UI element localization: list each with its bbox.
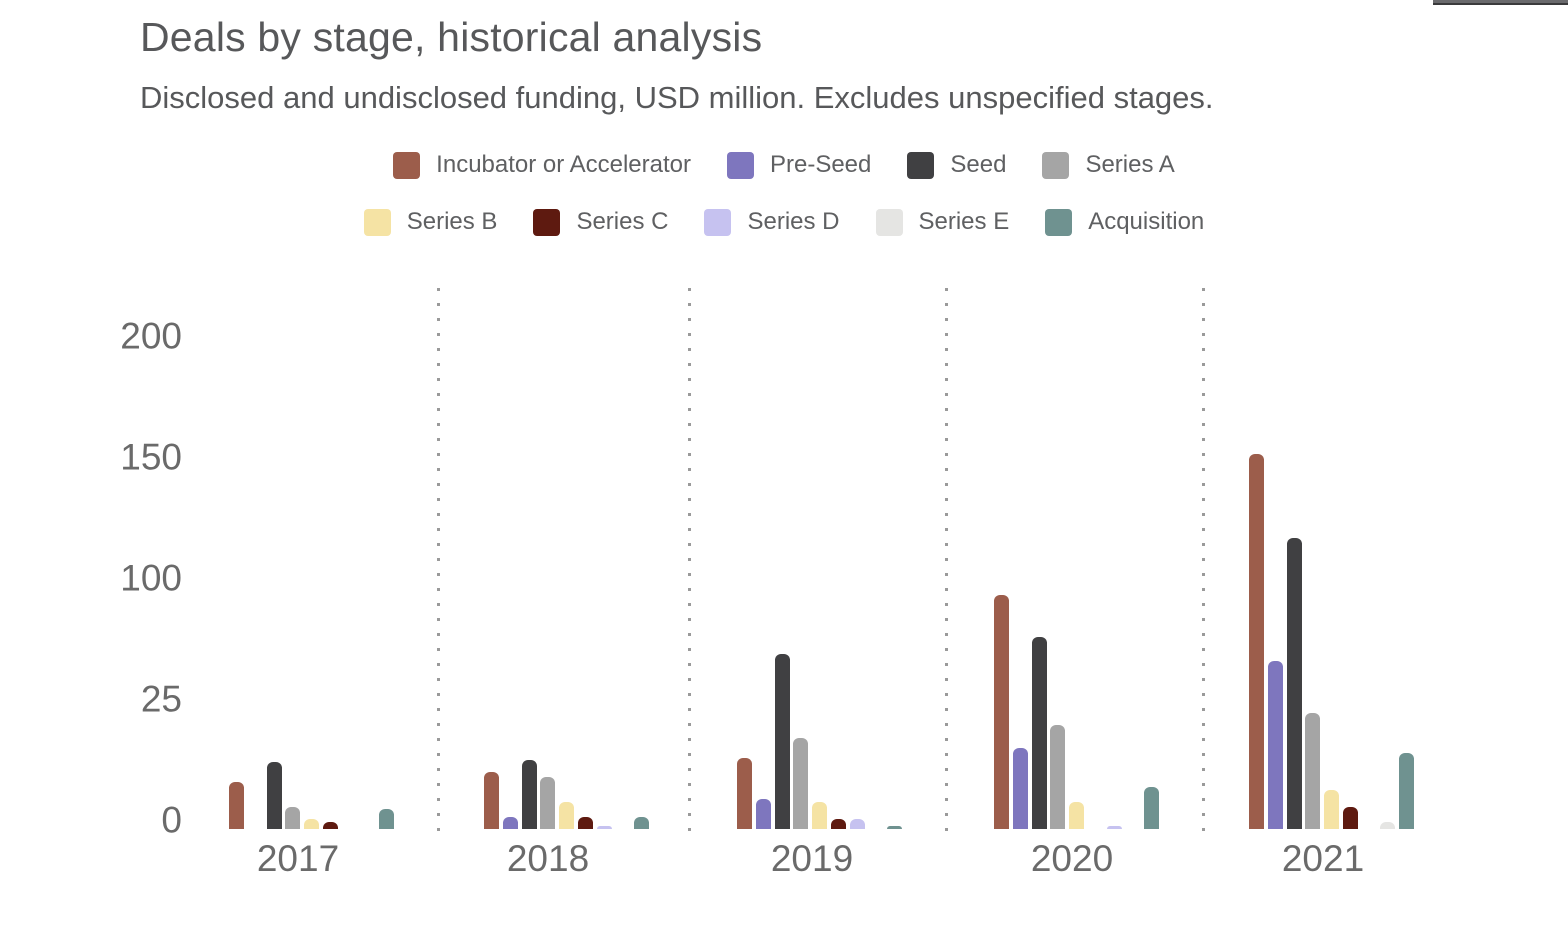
legend-item-incubator-or-accelerator[interactable]: Incubator or Accelerator — [393, 151, 691, 179]
legend-row-1: Incubator or Accelerator Pre-Seed Seed Seri… — [393, 151, 1175, 179]
bar-pre-seed-2021[interactable] — [1268, 661, 1283, 829]
legend-swatch-series-e — [875, 208, 903, 236]
y-axis-tick-25: 25 — [140, 678, 182, 720]
bar-seed-2021[interactable] — [1287, 538, 1302, 829]
bar-acquisition-2019[interactable] — [887, 826, 902, 829]
bar-series-a-2017[interactable] — [285, 807, 300, 829]
group-separator-4 — [1202, 288, 1205, 834]
legend-item-acquisition[interactable]: Acquisition — [1045, 208, 1204, 236]
group-separator-1 — [437, 288, 440, 834]
legend-label-series-b: Series B — [406, 208, 498, 235]
bar-incubator-or-accelerator-2018[interactable] — [484, 772, 499, 829]
bar-acquisition-2017[interactable] — [379, 809, 394, 829]
legend-item-series-a[interactable]: Series A — [1042, 151, 1175, 179]
legend-label-incubator-or-accelerator: Incubator or Accelerator — [436, 151, 691, 178]
legend-label-acquisition: Acquisition — [1088, 208, 1205, 235]
legend-swatch-series-c — [533, 208, 561, 236]
bar-acquisition-2018[interactable] — [634, 817, 649, 829]
legend-swatch-seed — [907, 151, 935, 179]
legend-swatch-series-d — [704, 208, 732, 236]
bar-series-b-2017[interactable] — [304, 819, 319, 829]
bar-series-a-2019[interactable] — [793, 738, 808, 829]
legend-label-series-d: Series D — [747, 208, 840, 235]
y-axis-tick-150: 150 — [120, 436, 182, 478]
bar-pre-seed-2020[interactable] — [1013, 748, 1028, 829]
legend-swatch-series-b — [363, 208, 391, 236]
legend-label-series-c: Series C — [576, 208, 669, 235]
window-edge-strip — [1433, 0, 1568, 5]
x-axis-label-2017: 2017 — [256, 838, 340, 879]
bar-pre-seed-2019[interactable] — [756, 799, 771, 829]
legend-item-series-c[interactable]: Series C — [533, 208, 668, 236]
bar-pre-seed-2018[interactable] — [503, 817, 518, 829]
bar-seed-2019[interactable] — [775, 654, 790, 829]
legend-row-2: Series B Series C Series D Series E Acquisit… — [363, 208, 1204, 236]
x-axis-label-2020: 2020 — [1030, 838, 1114, 879]
bar-incubator-or-accelerator-2021[interactable] — [1249, 454, 1264, 829]
bar-series-b-2018[interactable] — [559, 802, 574, 829]
bar-seed-2018[interactable] — [522, 760, 537, 829]
legend-item-pre-seed[interactable]: Pre-Seed — [726, 151, 872, 179]
legend-swatch-acquisition — [1045, 208, 1073, 236]
bar-acquisition-2021[interactable] — [1399, 753, 1414, 829]
bar-seed-2017[interactable] — [267, 762, 282, 829]
chart-legend: Incubator or Accelerator Pre-Seed Seed Seri… — [0, 151, 1568, 236]
legend-item-seed[interactable]: Seed — [907, 151, 1006, 179]
bar-incubator-or-accelerator-2019[interactable] — [737, 758, 752, 829]
bar-series-a-2021[interactable] — [1305, 713, 1320, 829]
bar-series-b-2020[interactable] — [1069, 802, 1084, 829]
legend-label-pre-seed: Pre-Seed — [769, 151, 872, 178]
bar-acquisition-2020[interactable] — [1144, 787, 1159, 829]
bar-series-c-2019[interactable] — [831, 819, 846, 829]
bar-series-e-2021[interactable] — [1380, 822, 1395, 829]
legend-swatch-pre-seed — [726, 151, 754, 179]
legend-label-seed: Seed — [950, 151, 1007, 178]
x-axis-label-2018: 2018 — [506, 838, 590, 879]
bar-series-b-2021[interactable] — [1324, 790, 1339, 829]
bar-series-c-2021[interactable] — [1343, 807, 1358, 829]
bar-seed-2020[interactable] — [1032, 637, 1047, 829]
group-separator-2 — [688, 288, 691, 834]
bar-series-d-2019[interactable] — [850, 819, 865, 829]
y-axis-tick-200: 200 — [120, 315, 182, 357]
legend-item-series-e[interactable]: Series E — [875, 208, 1010, 236]
legend-label-series-e: Series E — [918, 208, 1010, 235]
legend-item-series-b[interactable]: Series B — [363, 208, 498, 236]
legend-swatch-incubator-or-accelerator — [393, 151, 421, 179]
bar-incubator-or-accelerator-2020[interactable] — [994, 595, 1009, 829]
bar-series-b-2019[interactable] — [812, 802, 827, 829]
chart-title: Deals by stage, historical analysis — [140, 14, 763, 60]
group-separator-3 — [945, 288, 948, 834]
bar-series-d-2018[interactable] — [597, 826, 612, 829]
chart-subtitle: Disclosed and undisclosed funding, USD m… — [140, 80, 1214, 115]
y-axis-tick-0: 0 — [161, 799, 182, 841]
legend-swatch-series-a — [1042, 151, 1070, 179]
legend-label-series-a: Series A — [1085, 151, 1175, 178]
bar-series-d-2020[interactable] — [1107, 826, 1122, 829]
bar-series-c-2017[interactable] — [323, 822, 338, 829]
legend-item-series-d[interactable]: Series D — [704, 208, 840, 236]
bar-series-a-2018[interactable] — [540, 777, 555, 829]
bar-series-a-2020[interactable] — [1050, 725, 1065, 829]
x-axis-label-2019: 2019 — [770, 838, 854, 879]
bar-incubator-or-accelerator-2017[interactable] — [229, 782, 244, 829]
y-axis-tick-100: 100 — [120, 557, 182, 599]
x-axis-label-2021: 2021 — [1281, 838, 1365, 879]
bar-series-c-2018[interactable] — [578, 817, 593, 829]
